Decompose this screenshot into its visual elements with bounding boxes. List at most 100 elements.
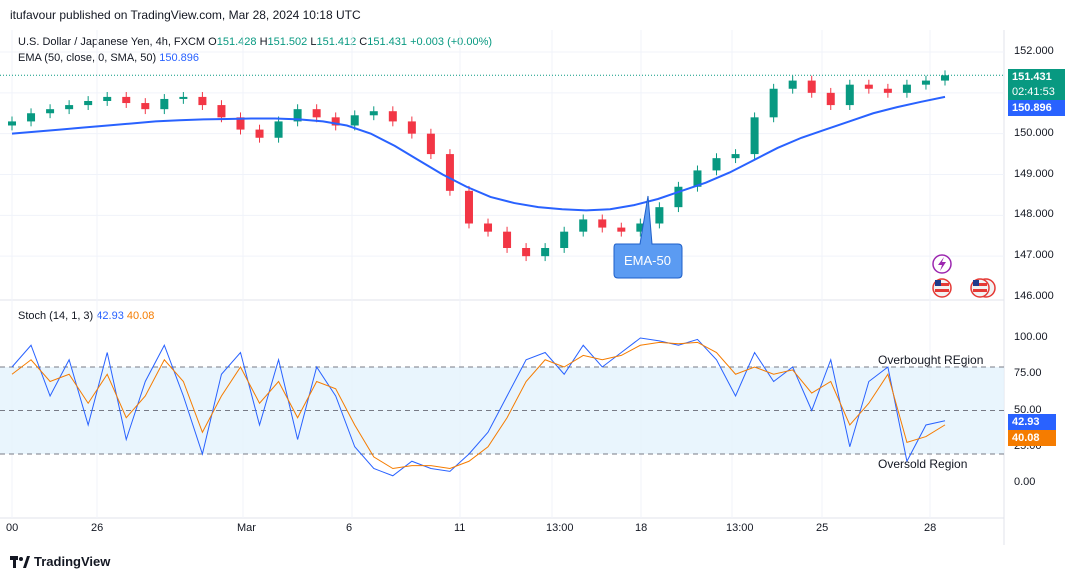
time-tick-label: 28 <box>924 522 937 534</box>
candle-body <box>103 96 112 101</box>
ema-callout <box>613 195 683 279</box>
candle-body <box>845 84 854 106</box>
time-tick-label: Mar <box>237 522 256 534</box>
candle-body <box>426 133 435 155</box>
time-tick-label: 6 <box>346 522 353 534</box>
stoch-k-line <box>11 337 946 477</box>
ema-callout-label: EMA-50 <box>624 253 671 268</box>
us-flag-icon-stack[interactable] <box>970 278 996 298</box>
stoch-k-tag: 42.93 <box>1008 414 1056 430</box>
stoch-tick-label: 100.00 <box>1014 331 1048 343</box>
candle-body <box>826 92 835 106</box>
time-tick-label: 13:00 <box>726 522 754 534</box>
low-label: L <box>310 36 317 48</box>
candle-body <box>750 117 759 155</box>
candle-body <box>674 186 683 208</box>
low-value: 151.412 <box>316 36 357 48</box>
candle-body <box>522 248 531 257</box>
price-tick-label: 152.000 <box>1014 45 1054 57</box>
countdown-tag: 02:41:53 <box>1008 84 1065 100</box>
candle-body <box>312 109 321 118</box>
price-tick-label: 146.000 <box>1014 290 1054 302</box>
ema-tag: 150.896 <box>1008 100 1065 116</box>
ema-legend: EMA (50, close, 0, SMA, 50) 150.896 <box>18 52 199 64</box>
stoch-tick-label: 50.00 <box>1014 403 1042 416</box>
candle-body <box>921 80 930 85</box>
symbol-label: U.S. Dollar / Japanese Yen, 4h, FXCM <box>18 36 206 48</box>
us-flag-icon[interactable] <box>932 278 952 298</box>
tradingview-brand: TradingView <box>34 554 111 569</box>
candle-body <box>141 103 150 110</box>
candle-body <box>712 158 721 171</box>
overbought-label: Overbought REgion <box>878 353 984 367</box>
candle-body <box>217 105 226 118</box>
stoch-d-line <box>11 341 946 470</box>
candle-body <box>617 227 626 232</box>
candle-body <box>369 111 378 116</box>
oversold-label: Oversold Region <box>878 457 968 471</box>
candle-body <box>122 96 131 104</box>
candle-body <box>788 80 797 89</box>
price-tick-label: 149.000 <box>1014 167 1054 180</box>
stoch-tick-label: 75.00 <box>1014 367 1042 380</box>
high-label: H <box>259 36 268 48</box>
stoch-k-value: 42.93 <box>96 310 124 322</box>
candle-body <box>902 84 911 93</box>
stoch-d-tag: 40.08 <box>1008 430 1056 446</box>
lightning-icon[interactable] <box>932 254 952 274</box>
ema-value: 150.896 <box>159 52 199 64</box>
candle-body <box>560 231 569 248</box>
candle-body <box>445 154 454 191</box>
candle-body <box>293 109 302 122</box>
stoch-d-value: 40.08 <box>126 310 155 322</box>
candle-body <box>484 223 493 232</box>
candle-body <box>198 96 207 106</box>
candle-body <box>464 190 473 224</box>
candle-body <box>407 121 416 134</box>
candle-body <box>769 88 778 118</box>
price-tick-label: 148.000 <box>1014 208 1054 221</box>
candle-body <box>388 111 397 122</box>
time-tick-label: 00 <box>6 522 19 534</box>
time-tick-label: 25 <box>816 522 829 534</box>
candle-body <box>46 109 55 114</box>
ema-label: EMA (50, close, 0, SMA, 50) <box>18 52 157 64</box>
candle-body <box>331 117 340 126</box>
candle-body <box>274 121 283 138</box>
candle-body <box>27 113 36 122</box>
candle-body <box>179 96 188 99</box>
price-tick-label: 147.000 <box>1014 249 1054 262</box>
candle-body <box>541 248 550 257</box>
time-tick-label: 11 <box>454 522 466 534</box>
candle-body <box>731 154 740 159</box>
time-tick-label: 26 <box>91 522 104 534</box>
stoch-tick-label: 0.00 <box>1014 476 1036 488</box>
candle-body <box>655 207 664 224</box>
open-value: 151.428 <box>216 36 257 48</box>
candle-body <box>636 223 645 232</box>
candle-body <box>503 231 512 248</box>
last-price-tag: 151.431 <box>1008 69 1065 85</box>
candle-body <box>579 219 588 232</box>
stoch-legend: Stoch (14, 1, 3) 42.93 40.08 <box>18 310 154 322</box>
time-tick-label: 13:00 <box>546 522 574 534</box>
candle-body <box>8 121 16 126</box>
candle-body <box>84 101 93 106</box>
candle-body <box>350 115 359 126</box>
tradingview-logo[interactable]: TradingView <box>10 554 110 569</box>
candle-body <box>883 88 892 93</box>
candle-body <box>65 105 74 110</box>
candle-body <box>693 170 702 187</box>
candle-body <box>598 219 607 228</box>
close-label: C <box>359 36 368 48</box>
publisher-line: itufavour published on TradingView.com, … <box>10 8 361 22</box>
candle-body <box>236 117 245 130</box>
candle-body <box>807 80 816 93</box>
candle-body <box>255 129 264 138</box>
price-tick-label: 150.000 <box>1014 126 1054 139</box>
tradingview-logo-icon <box>10 555 30 568</box>
close-value: 151.431 <box>367 36 408 48</box>
candle-body <box>160 98 169 110</box>
stoch-label: Stoch (14, 1, 3) <box>18 310 94 322</box>
